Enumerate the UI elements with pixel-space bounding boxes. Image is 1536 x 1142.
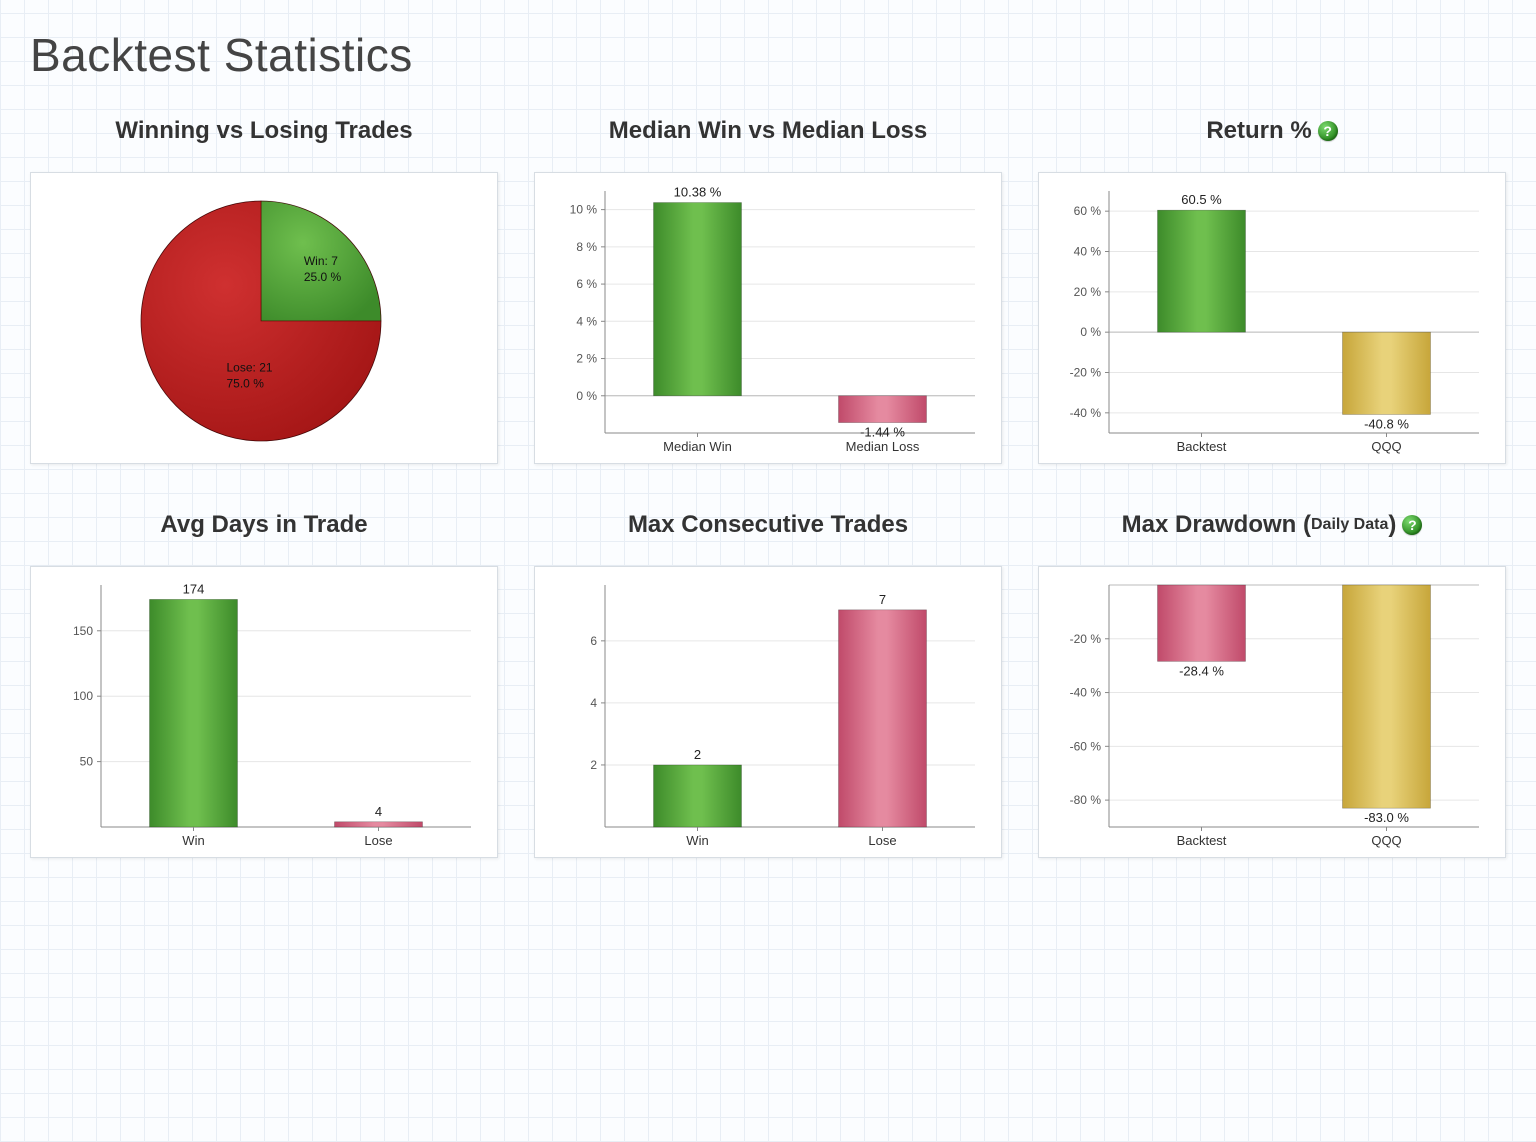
panel-avgdays: Avg Days in Trade 50 100 150 174 Win 4 Lose — [30, 494, 498, 858]
svg-text:6 %: 6 % — [576, 277, 597, 291]
chart-median: 0 % 2 % 4 % 6 % 8 % 10 % 10.38 % Median Win -1.4… — [534, 172, 1002, 464]
bar — [1343, 332, 1431, 414]
svg-text:60 %: 60 % — [1074, 204, 1102, 218]
svg-text:QQQ: QQQ — [1371, 833, 1401, 848]
bar — [1158, 210, 1246, 332]
bar — [654, 765, 742, 827]
svg-text:2 %: 2 % — [576, 352, 597, 366]
charts-grid: Winning vs Losing Trades Win: 7 25.0 % Los… — [30, 100, 1506, 858]
svg-text:-28.4 %: -28.4 % — [1179, 663, 1224, 678]
panel-title-sub: Daily Data — [1311, 516, 1388, 534]
svg-text:4 %: 4 % — [576, 314, 597, 328]
svg-text:4: 4 — [375, 804, 382, 819]
svg-text:Backtest: Backtest — [1177, 833, 1227, 848]
svg-text:7: 7 — [879, 592, 886, 607]
svg-text:-60 %: -60 % — [1070, 739, 1102, 753]
svg-text:150: 150 — [73, 624, 93, 638]
panel-maxcons: Max Consecutive Trades 2 4 6 2 Win 7 Lose — [534, 494, 1002, 858]
svg-text:Lose: Lose — [868, 833, 896, 848]
svg-text:6: 6 — [590, 634, 597, 648]
svg-text:0 %: 0 % — [1080, 325, 1101, 339]
chart-drawdown: -80 % -60 % -40 % -20 % -28.4 % Backtest -83.0… — [1038, 566, 1506, 858]
svg-text:0 %: 0 % — [576, 389, 597, 403]
svg-text:Win: 7: Win: 7 — [304, 254, 338, 268]
svg-text:25.0 %: 25.0 % — [304, 270, 342, 284]
bar — [654, 203, 742, 396]
panel-title-text: Return % — [1206, 117, 1311, 145]
panel-return: Return % ? -40 % -20 % 0 % 20 % 40 % 60 % 60.5… — [1038, 100, 1506, 464]
bar — [150, 599, 238, 827]
svg-text:-80 %: -80 % — [1070, 793, 1102, 807]
help-icon[interactable]: ? — [1402, 515, 1422, 535]
svg-text:50: 50 — [80, 755, 94, 769]
panel-drawdown: Max Drawdown (Daily Data) ? -80 % -60 % -4… — [1038, 494, 1506, 858]
svg-text:-40 %: -40 % — [1070, 406, 1102, 420]
svg-text:20 %: 20 % — [1074, 285, 1102, 299]
page-title: Backtest Statistics — [30, 28, 1506, 82]
svg-text:Lose: 21: Lose: 21 — [227, 360, 273, 374]
svg-text:40 %: 40 % — [1074, 245, 1102, 259]
panel-title: Avg Days in Trade — [30, 494, 498, 556]
bar — [1158, 585, 1246, 661]
svg-text:2: 2 — [694, 747, 701, 762]
svg-text:100: 100 — [73, 689, 93, 703]
chart-maxcons: 2 4 6 2 Win 7 Lose — [534, 566, 1002, 858]
panel-median: Median Win vs Median Loss 0 % 2 % 4 % 6 % 8 … — [534, 100, 1002, 464]
panel-title-text: Max Drawdown ( — [1122, 511, 1311, 539]
svg-text:60.5 %: 60.5 % — [1181, 192, 1222, 207]
panel-title: Max Drawdown (Daily Data) ? — [1038, 494, 1506, 556]
svg-text:Lose: Lose — [364, 833, 392, 848]
bar — [1343, 585, 1431, 808]
svg-text:2: 2 — [590, 758, 597, 772]
svg-text:-20 %: -20 % — [1070, 366, 1102, 380]
panel-title: Winning vs Losing Trades — [30, 100, 498, 162]
svg-text:-83.0 %: -83.0 % — [1364, 810, 1409, 825]
bar — [839, 396, 927, 423]
bar — [335, 822, 423, 827]
svg-text:Median Win: Median Win — [663, 439, 732, 454]
chart-pie: Win: 7 25.0 % Lose: 21 75.0 % — [30, 172, 498, 464]
svg-text:174: 174 — [183, 581, 205, 596]
svg-text:-40 %: -40 % — [1070, 686, 1102, 700]
chart-return: -40 % -20 % 0 % 20 % 40 % 60 % 60.5 % Backtest -… — [1038, 172, 1506, 464]
panel-title: Return % ? — [1038, 100, 1506, 162]
svg-text:8 %: 8 % — [576, 240, 597, 254]
panel-title-close: ) — [1388, 511, 1396, 539]
svg-text:Win: Win — [686, 833, 708, 848]
panel-title: Max Consecutive Trades — [534, 494, 1002, 556]
panel-winlose-pie: Winning vs Losing Trades Win: 7 25.0 % Los… — [30, 100, 498, 464]
svg-text:QQQ: QQQ — [1371, 439, 1401, 454]
svg-text:-1.44 %: -1.44 % — [860, 425, 905, 440]
svg-text:Median Loss: Median Loss — [846, 439, 920, 454]
svg-text:4: 4 — [590, 696, 597, 710]
svg-text:-20 %: -20 % — [1070, 632, 1102, 646]
svg-text:Win: Win — [182, 833, 204, 848]
svg-text:-40.8 %: -40.8 % — [1364, 416, 1409, 431]
help-icon[interactable]: ? — [1318, 121, 1338, 141]
svg-text:10 %: 10 % — [570, 203, 598, 217]
svg-text:10.38 %: 10.38 % — [674, 185, 722, 200]
chart-avgdays: 50 100 150 174 Win 4 Lose — [30, 566, 498, 858]
svg-text:Backtest: Backtest — [1177, 439, 1227, 454]
panel-title: Median Win vs Median Loss — [534, 100, 1002, 162]
svg-text:75.0 %: 75.0 % — [227, 376, 265, 390]
bar — [839, 610, 927, 827]
